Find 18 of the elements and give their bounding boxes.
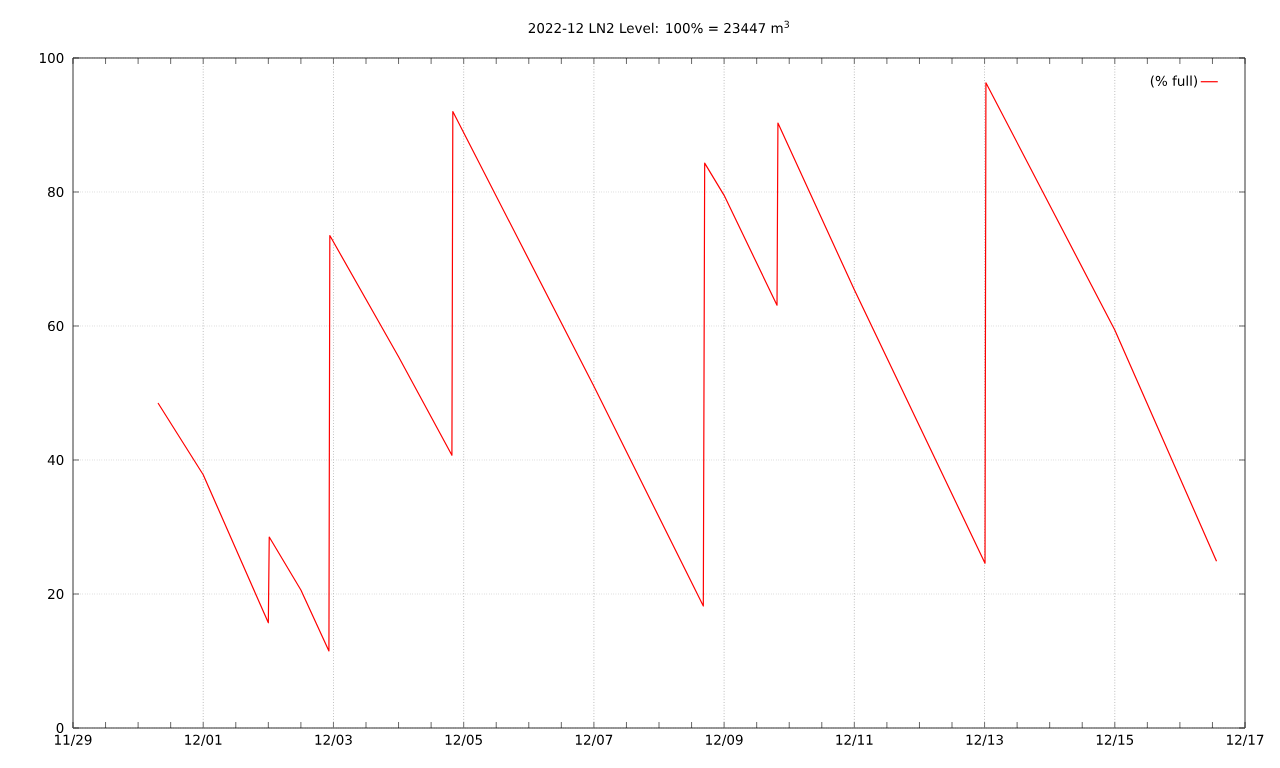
y-tick-label: 60: [48, 320, 64, 332]
x-tick-label: 12/03: [315, 734, 352, 746]
legend-label: (% full): [1150, 75, 1198, 88]
x-tick-label: 12/13: [966, 734, 1003, 746]
y-tick-label: 20: [48, 588, 64, 600]
x-tick-label: 12/05: [445, 734, 482, 746]
x-tick-label: 12/17: [1227, 734, 1264, 746]
x-tick-label: 12/07: [575, 734, 613, 746]
x-tick-label: 12/15: [1096, 734, 1134, 746]
y-tick-label: 0: [56, 722, 64, 734]
x-tick-label: 12/11: [836, 734, 873, 746]
y-tick-label: 80: [48, 186, 64, 198]
chart-title: 2022-12 LN2 Level: 100% = 23447 m$^{3}$: [528, 20, 789, 34]
x-tick-label: 11/29: [55, 734, 92, 746]
y-tick-label: 100: [40, 52, 64, 64]
x-tick-label: 12/09: [706, 734, 743, 746]
y-tick-label: 40: [47, 454, 64, 466]
x-tick-label: 12/01: [185, 734, 222, 746]
